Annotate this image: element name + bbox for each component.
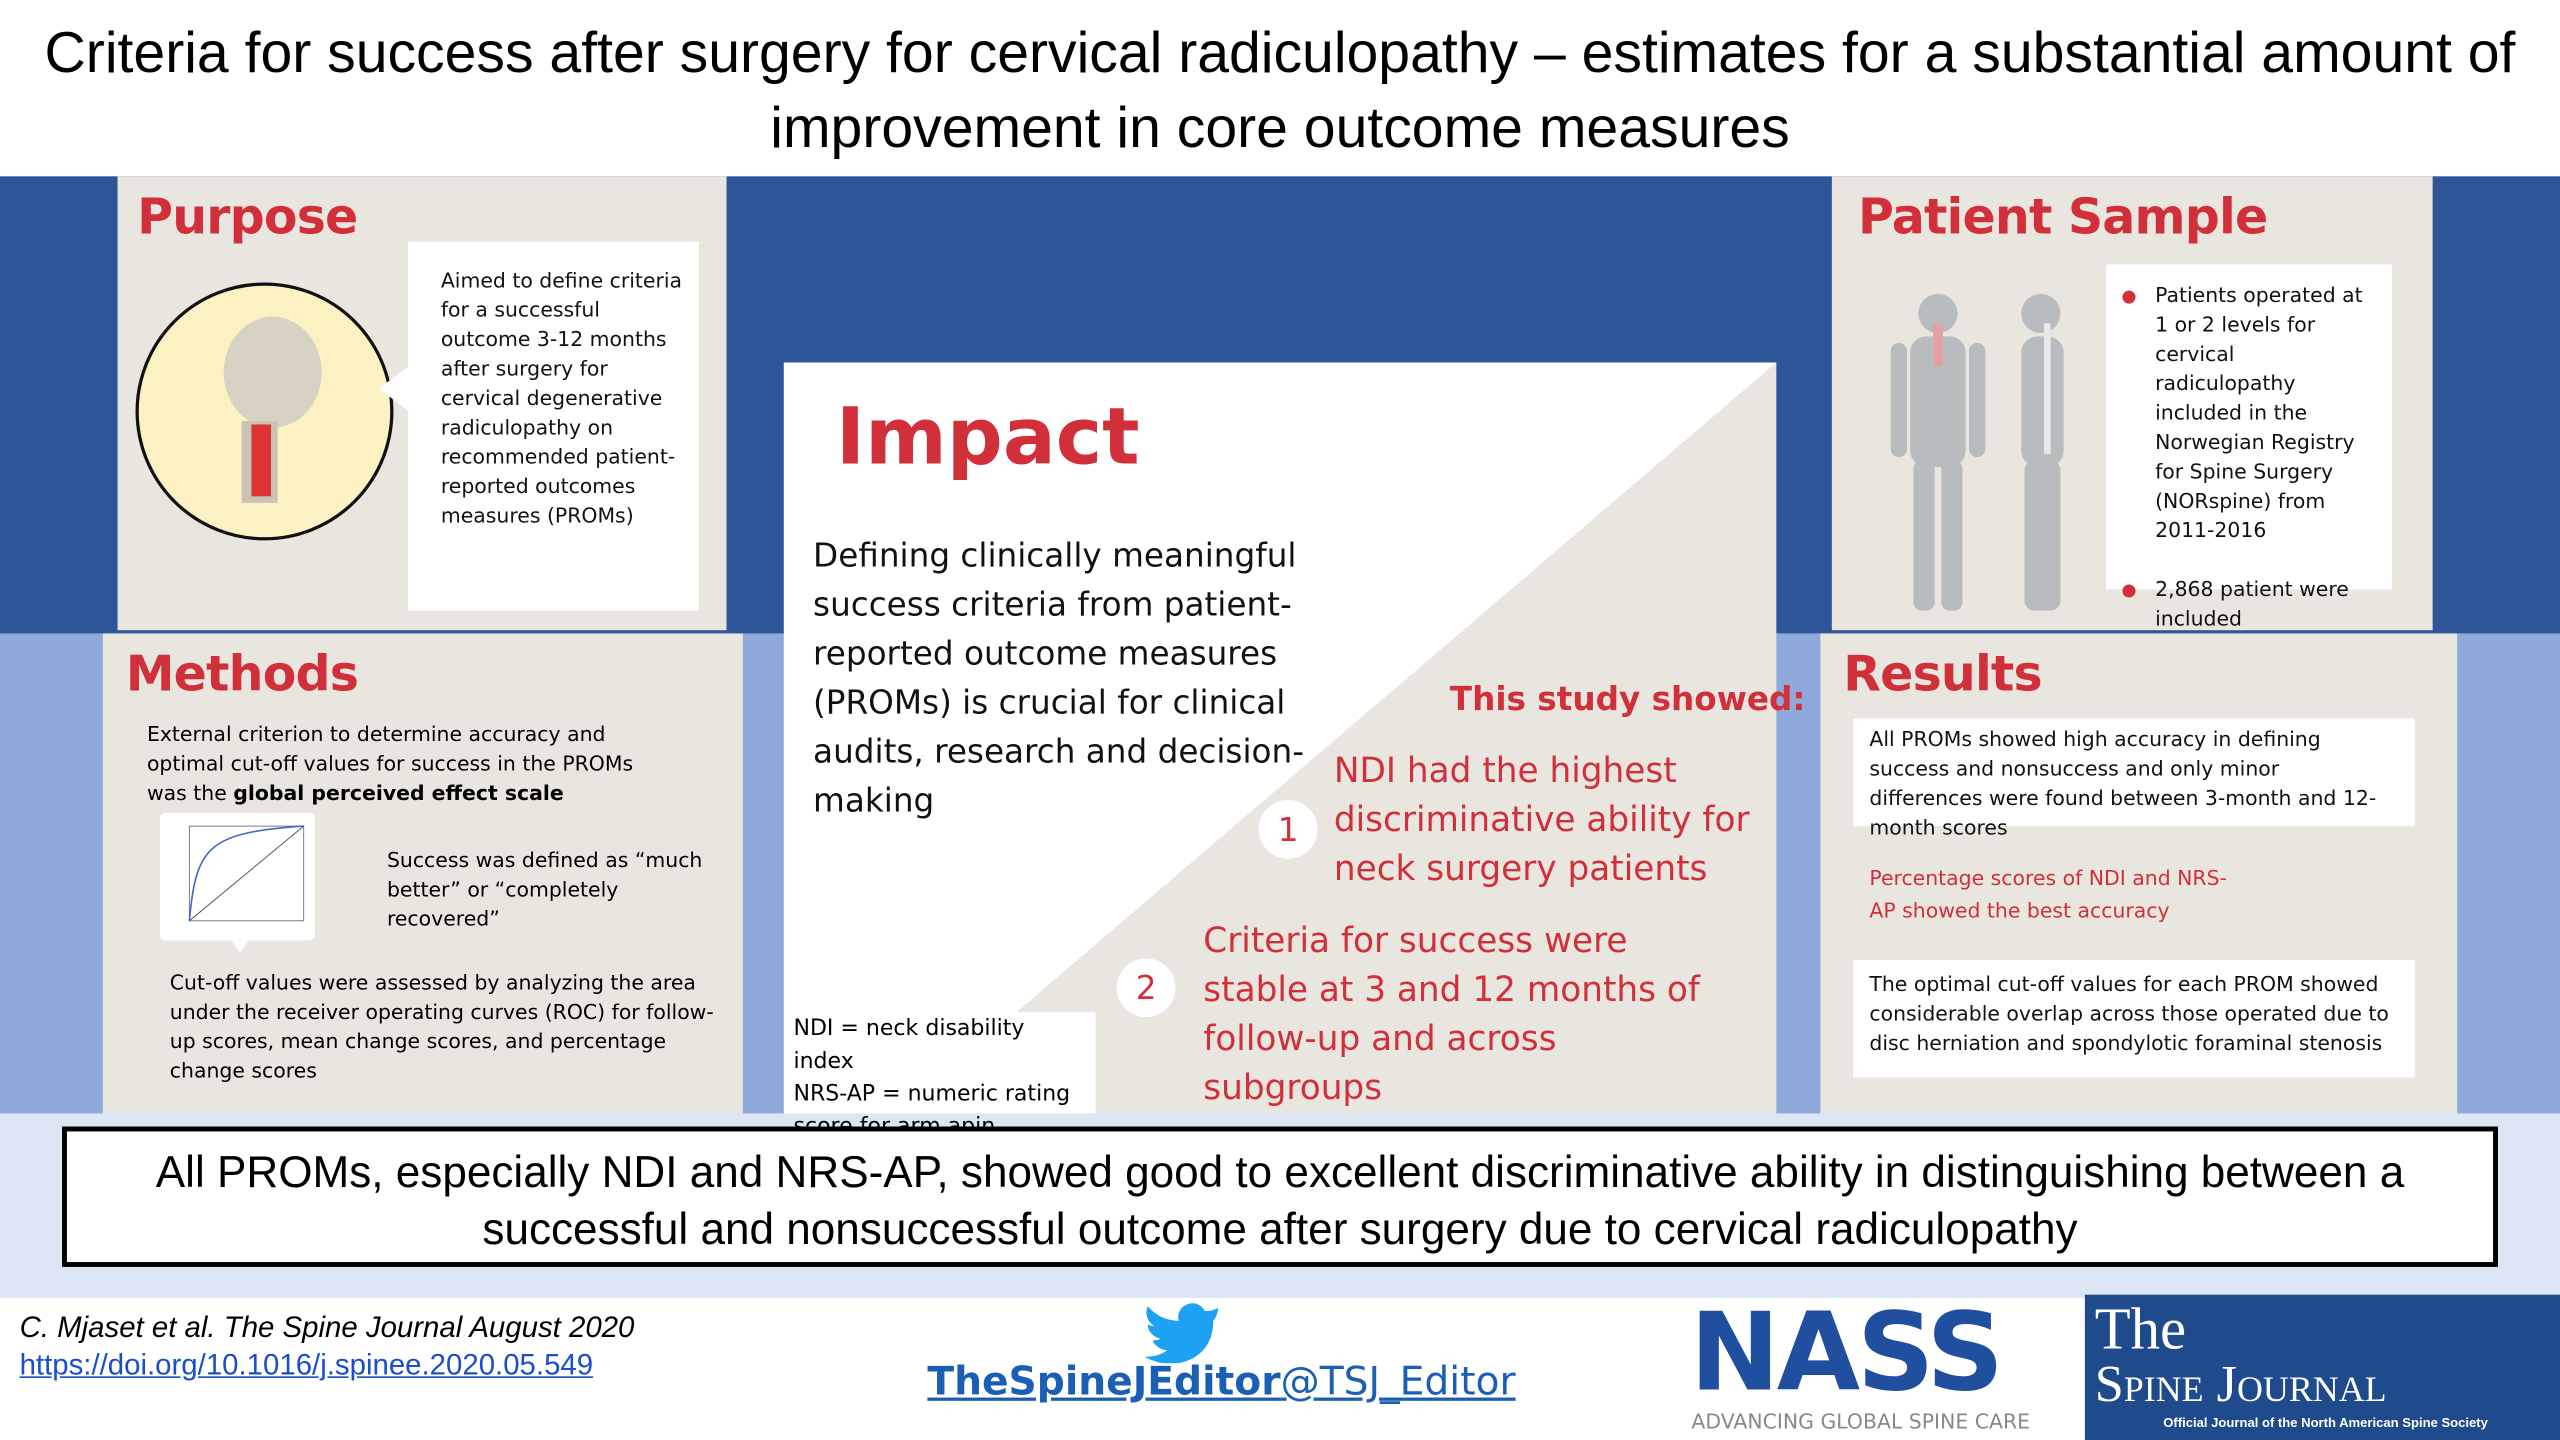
methods-panel: Methods External criterion to determine …: [102, 633, 743, 1114]
finding-number: 2: [1116, 958, 1176, 1018]
journal-tagline: Official Journal of the North American S…: [2163, 1415, 2488, 1431]
heading: Patient Sample: [1857, 189, 2268, 247]
doi-link[interactable]: https://doi.org/10.1016/j.spinee.2020.05…: [19, 1348, 594, 1382]
purpose-text: Aimed to define criteria for a successfu…: [408, 241, 699, 611]
neck-illustration: [135, 282, 394, 541]
list-item: Patients operated at 1 or 2 levels for c…: [2122, 281, 2378, 545]
nass-tagline: ADVANCING GLOBAL SPINE CARE: [1691, 1408, 2031, 1434]
heading: Results: [1843, 646, 2042, 704]
journal-name: Spine Journal: [2094, 1353, 2387, 1413]
bold-text: global perceived effect scale: [233, 780, 564, 805]
journal-logo: The Spine Journal Official Journal of th…: [2084, 1294, 2560, 1440]
heading: Purpose: [137, 189, 358, 247]
result-box: All PROMs showed high accuracy in defini…: [1853, 718, 2415, 839]
finding-text: NDI had the highest discriminative abili…: [1333, 751, 1750, 889]
text: External criterion to determine accuracy…: [146, 721, 634, 805]
heading: Methods: [125, 646, 359, 704]
citation: C. Mjaset et al. The Spine Journal Augus…: [19, 1311, 635, 1344]
impact-background: [783, 362, 1777, 1114]
abbreviations: NDI = neck disability index NRS-AP = num…: [785, 1012, 1096, 1140]
twitter-icon: [1144, 1303, 1218, 1364]
patient-panel: Patient Sample Patients operated at 1 or…: [1831, 176, 2433, 631]
impact-text: Defining clinically meaningful success c…: [813, 535, 1304, 820]
callout-tail: [378, 364, 412, 414]
twitter-bold: TheSpineJEditor: [927, 1358, 1281, 1405]
journal-the: The: [2094, 1296, 2187, 1362]
impact-heading: Impact: [835, 391, 1140, 484]
methods-intro: External criterion to determine accuracy…: [147, 720, 669, 808]
study-heading: This study showed:: [1449, 679, 1806, 719]
abbreviation: NDI = neck disability index: [793, 1015, 1025, 1075]
patient-box: Patients operated at 1 or 2 levels for c…: [2106, 264, 2392, 630]
finding-number: 1: [1258, 799, 1318, 859]
result-highlight: Percentage scores of NDI and NRS-AP show…: [1869, 865, 2227, 923]
roc-illustration: [159, 813, 316, 954]
title: Criteria for success after surgery for c…: [44, 21, 2516, 160]
result-box: The optimal cut-off values for each PROM…: [1853, 959, 2415, 1078]
results-panel: Results All PROMs showed high accuracy i…: [1820, 633, 2458, 1114]
twitter-link[interactable]: TheSpineJEditor@TSJ_Editor: [927, 1358, 1515, 1404]
conclusion: All PROMs, especially NDI and NRS-AP, sh…: [62, 1126, 2498, 1267]
finding-text: Criteria for success were stable at 3 an…: [1203, 920, 1700, 1107]
body-illustration: [1890, 293, 2064, 611]
methods-cutoff: Cut-off values were assessed by analyzin…: [169, 969, 714, 1083]
twitter-handle: @TSJ_Editor: [1280, 1358, 1516, 1405]
methods-success: Success was defined as “much better” or …: [386, 847, 703, 931]
purpose-panel: Purpose Aimed to define criteria for a s…: [117, 176, 727, 631]
list-item: 2,868 patient were included: [2122, 575, 2378, 634]
nass-logo: NASS: [1689, 1289, 2004, 1416]
